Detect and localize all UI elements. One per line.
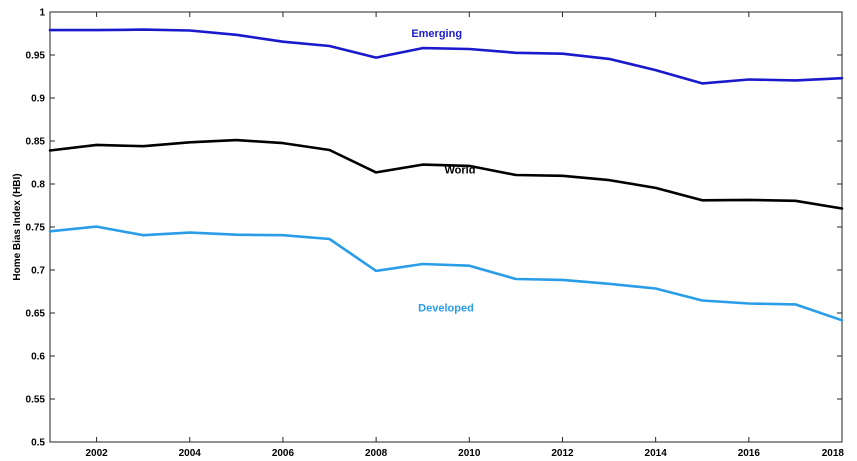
y-tick-label: 0.85	[26, 137, 46, 148]
series-label-developed: Developed	[418, 302, 474, 314]
y-tick-label: 0.6	[31, 352, 45, 363]
x-tick-label: 2016	[738, 448, 761, 459]
series-group	[48, 28, 844, 322]
y-tick-label: 0.55	[26, 395, 46, 406]
y-tick-label: 1	[39, 8, 45, 19]
series-line-emerging	[48, 28, 844, 85]
plot-area	[49, 11, 843, 443]
y-tick-label: 0.5	[31, 438, 45, 449]
series-label-world: World	[444, 164, 475, 176]
y-tick-label: 0.75	[26, 223, 46, 234]
x-tick-label: 2012	[551, 448, 574, 459]
y-tick-label: 0.9	[31, 94, 45, 105]
x-tick-label: 2010	[458, 448, 481, 459]
y-tick-label: 0.65	[26, 309, 46, 320]
series-line-developed	[48, 225, 844, 322]
x-tick-label: 2002	[85, 448, 108, 459]
y-tick-label: 0.7	[31, 266, 45, 277]
y-axis: 0.5 0.55 0.6 0.65 0.7 0.75 0.8 0.85 0.9 0.95 1	[26, 8, 842, 449]
x-tick-label: 2008	[365, 448, 388, 459]
x-axis: 2002 2004 2006 2008 2010 2012 2014 2016 2018	[85, 12, 844, 459]
y-tick-label: 0.8	[31, 180, 45, 191]
x-tick-label: 2018	[822, 448, 845, 459]
x-tick-label: 2004	[179, 448, 202, 459]
series-line-world	[48, 138, 844, 210]
y-tick-label: 0.95	[26, 51, 46, 62]
series-labels: Emerging World Developed	[411, 28, 475, 314]
y-axis-label: Home Bias Index (HBI)	[12, 173, 23, 280]
series-label-emerging: Emerging	[411, 28, 462, 40]
x-tick-label: 2014	[645, 448, 668, 459]
x-tick-label: 2006	[272, 448, 295, 459]
